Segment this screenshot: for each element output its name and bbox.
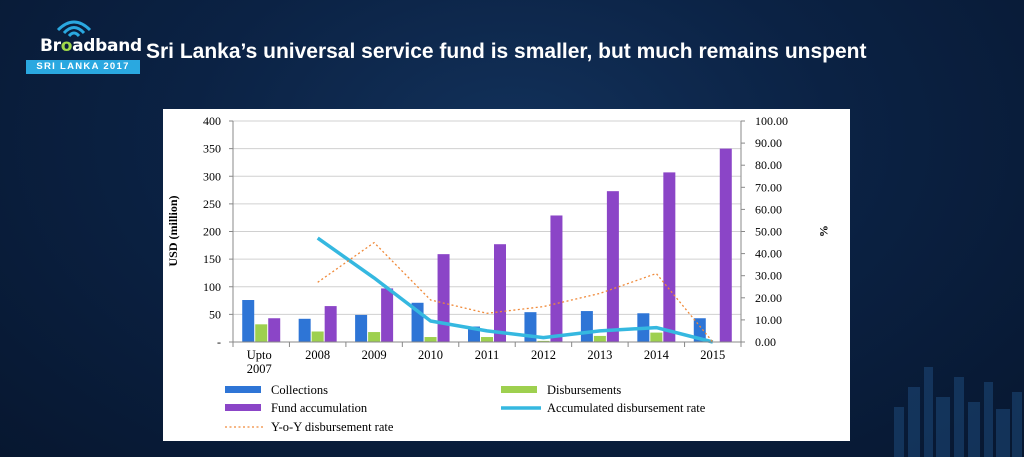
- legend-collections: Collections: [225, 383, 328, 397]
- y2-tick-label: 50.00: [755, 225, 782, 239]
- fund-accumulation-bar: [550, 215, 563, 342]
- disbursements-bar: [481, 337, 493, 342]
- collections-bar: [693, 318, 706, 342]
- legend-fund-accumulation: Fund accumulation: [225, 401, 368, 415]
- y2-axis-label: %: [817, 225, 831, 237]
- chart: - 50 100 150 200 250 300 350 400 0.00 10.00 20.00 30…: [166, 114, 831, 434]
- y-tick-label: 350: [203, 142, 221, 156]
- disbursements-bar: [593, 335, 606, 342]
- legend-swatch: [225, 386, 261, 393]
- fund-accumulation-bar: [381, 288, 394, 342]
- y2-tick-label: 60.00: [755, 202, 782, 216]
- wifi-icon: [56, 20, 92, 38]
- legend-swatch: [225, 404, 261, 411]
- disbursements-bar: [537, 340, 550, 342]
- yoy-disbursement-rate-line: [317, 241, 714, 343]
- legend-disbursements: Disbursements: [501, 383, 621, 397]
- x-tick-label: 2014: [644, 348, 670, 362]
- logo-wordmark: Broadband: [40, 36, 142, 56]
- fund-accumulation-bar: [606, 191, 619, 342]
- fund-accumulation-bar: [324, 306, 337, 342]
- fund-accumulation-bar: [437, 254, 450, 342]
- y-tick-label: 50: [209, 307, 221, 321]
- rate-lines: [316, 236, 714, 344]
- y-axis-label: USD (million): [166, 195, 180, 266]
- x-tick-label: 2008: [305, 348, 330, 362]
- legend: Collections Disbursements Fund accumulatio…: [225, 383, 706, 434]
- x-tick-label: 2011: [475, 348, 500, 362]
- y-tick-label: 250: [203, 197, 221, 211]
- disbursements-bar: [255, 324, 268, 342]
- legend-label: Disbursements: [547, 383, 621, 397]
- fund-accumulation-bar: [663, 172, 676, 342]
- collections-bar: [355, 314, 368, 342]
- axes: [229, 120, 745, 347]
- y-tick-label: 400: [203, 114, 221, 128]
- fund-accumulation-bar: [719, 148, 732, 342]
- legend-label: Collections: [271, 383, 328, 397]
- x-tick-label: 2013: [587, 348, 612, 362]
- legend-label: Accumulated disbursement rate: [547, 401, 706, 415]
- legend-label: Y-o-Y disbursement rate: [271, 420, 394, 434]
- disbursements-bar: [368, 332, 381, 342]
- accumulated-disbursement-rate-line: [316, 236, 714, 344]
- collections-bar: [298, 318, 311, 342]
- legend-label: Fund accumulation: [271, 401, 368, 415]
- x-tick-label: 2010: [418, 348, 443, 362]
- tick-labels: - 50 100 150 200 250 300 350 400 0.00 10.00 20.00 30…: [203, 114, 788, 376]
- y-tick-label: -: [217, 335, 221, 349]
- y2-tick-label: 10.00: [755, 313, 782, 327]
- slide-title: Sri Lanka’s universal service fund is sm…: [146, 40, 867, 63]
- y-tick-label: 150: [203, 252, 221, 266]
- y2-tick-label: 40.00: [755, 247, 782, 261]
- logo-leaf-o: o: [60, 36, 73, 56]
- fund-accumulation-bar: [268, 318, 281, 342]
- city-skyline-decoration: [894, 367, 1022, 457]
- y2-tick-label: 0.00: [755, 335, 776, 349]
- disbursements-bar: [650, 332, 663, 342]
- y2-tick-label: 100.00: [755, 114, 788, 128]
- y2-tick-label: 30.00: [755, 269, 782, 283]
- slide-header: Broadband SRI LANKA 2017 Sri Lanka’s uni…: [0, 0, 1024, 100]
- logo-subtitle: SRI LANKA 2017: [26, 60, 140, 74]
- y2-tick-label: 90.00: [755, 136, 782, 150]
- grid-lines: [233, 120, 741, 315]
- y2-tick-label: 20.00: [755, 291, 782, 305]
- chart-panel: - 50 100 150 200 250 300 350 400 0.00 10.00 20.00 30…: [163, 109, 850, 441]
- broadband-logo: Broadband SRI LANKA 2017: [26, 16, 144, 76]
- collections-bar: [580, 311, 593, 342]
- y2-tick-label: 70.00: [755, 180, 782, 194]
- legend-swatch: [501, 386, 537, 393]
- x-tick-label: 2015: [700, 348, 725, 362]
- collections-bar: [242, 300, 255, 342]
- x-tick-label: Upto: [247, 348, 272, 362]
- disbursements-bar: [311, 331, 324, 342]
- y-tick-label: 200: [203, 225, 221, 239]
- y-tick-label: 300: [203, 169, 221, 183]
- legend-yoy-disbursement-rate: Y-o-Y disbursement rate: [225, 420, 394, 434]
- x-tick-label: 2012: [531, 348, 556, 362]
- x-tick-label: 2009: [362, 348, 387, 362]
- y2-tick-label: 80.00: [755, 158, 782, 172]
- y-tick-label: 100: [203, 280, 221, 294]
- legend-accumulated-disbursement-rate: Accumulated disbursement rate: [501, 401, 706, 415]
- x-tick-label: 2007: [247, 362, 272, 376]
- disbursements-bar: [424, 337, 437, 342]
- fund-accumulation-bar: [494, 244, 506, 342]
